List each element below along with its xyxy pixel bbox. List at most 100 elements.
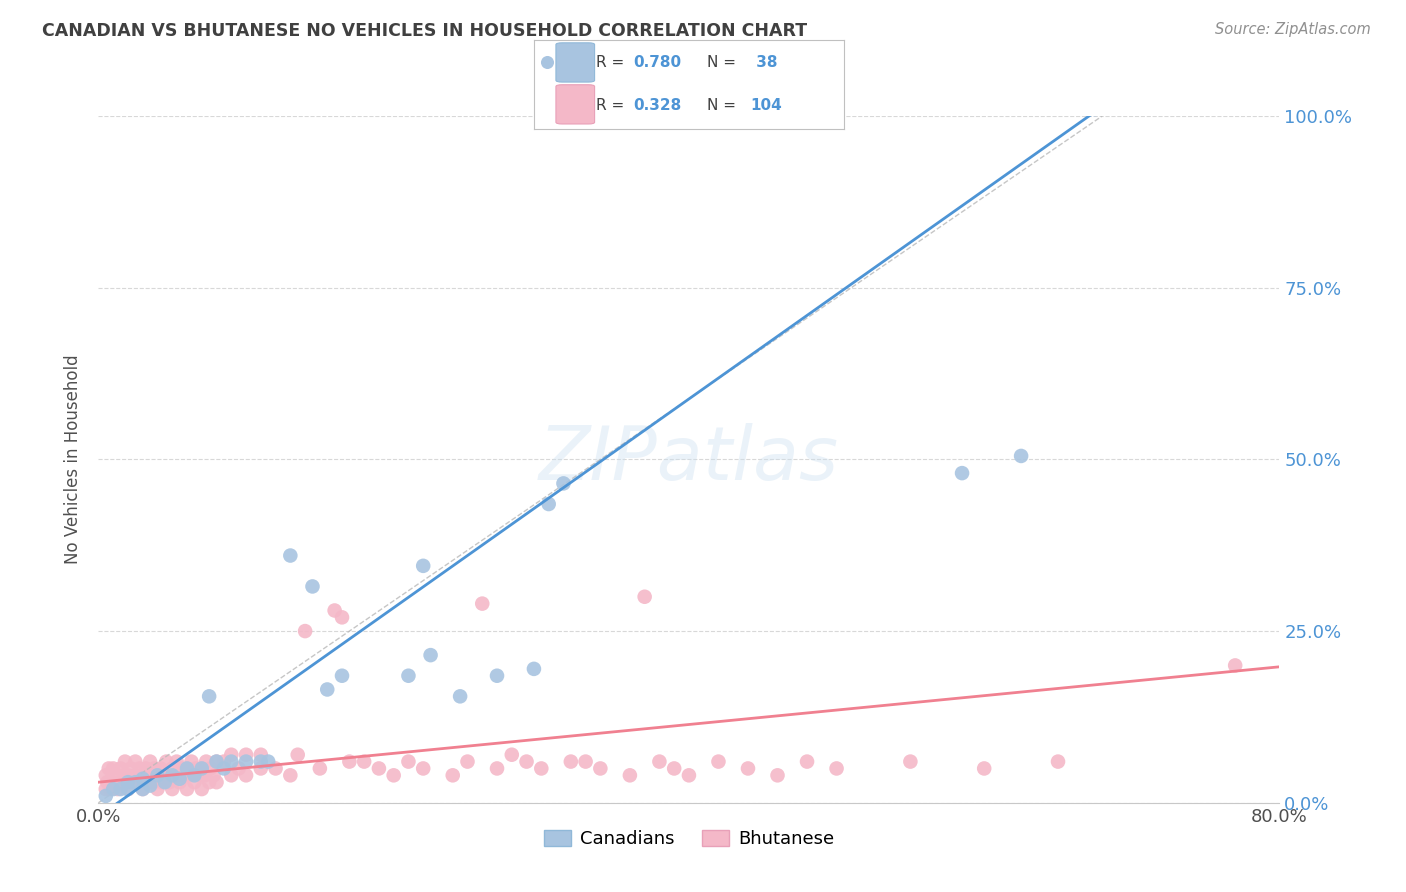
Text: CANADIAN VS BHUTANESE NO VEHICLES IN HOUSEHOLD CORRELATION CHART: CANADIAN VS BHUTANESE NO VEHICLES IN HOU…	[42, 22, 807, 40]
Point	[412, 558, 434, 573]
Point	[183, 775, 205, 789]
Point	[553, 476, 575, 491]
Point	[184, 762, 207, 776]
Point	[825, 762, 848, 776]
FancyBboxPatch shape	[555, 43, 595, 82]
Point	[737, 762, 759, 776]
Point	[124, 775, 146, 789]
Point	[94, 768, 117, 782]
Point	[382, 768, 405, 782]
Point	[250, 747, 273, 762]
Point	[221, 747, 243, 762]
Point	[235, 747, 257, 762]
Point	[353, 755, 375, 769]
Point	[257, 755, 280, 769]
Point	[419, 648, 441, 662]
Point	[235, 755, 257, 769]
Point	[398, 669, 420, 683]
Point	[205, 775, 228, 789]
Point	[142, 775, 165, 789]
Point	[173, 768, 195, 782]
Point	[195, 755, 218, 769]
Point	[162, 782, 183, 797]
Point	[766, 768, 789, 782]
Point	[634, 590, 657, 604]
Point	[146, 768, 169, 782]
Point	[121, 775, 143, 789]
Point	[117, 782, 139, 797]
Point	[309, 762, 332, 776]
Point	[280, 549, 302, 563]
Point	[294, 624, 316, 639]
Point	[205, 755, 228, 769]
Point	[169, 772, 191, 786]
Point	[139, 768, 162, 782]
Point	[205, 755, 228, 769]
Point	[153, 775, 176, 789]
Point	[457, 755, 479, 769]
Point	[107, 782, 129, 797]
Point	[235, 768, 257, 782]
Point	[127, 775, 149, 789]
Point	[132, 768, 155, 782]
Text: N =: N =	[707, 55, 737, 70]
Point	[323, 603, 346, 617]
Point	[103, 762, 125, 776]
Point	[194, 768, 217, 782]
Point	[146, 782, 169, 797]
Text: 0.328: 0.328	[633, 98, 682, 112]
Point	[1225, 658, 1247, 673]
Point	[530, 762, 553, 776]
Point	[191, 782, 214, 797]
Text: N =: N =	[707, 98, 737, 112]
Point	[471, 597, 494, 611]
Point	[523, 662, 546, 676]
Point	[1010, 449, 1032, 463]
Point	[180, 755, 202, 769]
Point	[516, 755, 538, 769]
Point	[339, 755, 361, 769]
Point	[117, 782, 139, 797]
Point	[664, 762, 686, 776]
Point	[105, 768, 128, 782]
Point	[124, 768, 146, 782]
Text: ZIPatlas: ZIPatlas	[538, 424, 839, 495]
Point	[117, 775, 139, 789]
Point	[486, 762, 509, 776]
Point	[560, 755, 582, 769]
Point	[575, 755, 598, 769]
Point	[678, 768, 700, 782]
Point	[264, 762, 287, 776]
Point	[132, 772, 155, 786]
Point	[132, 782, 155, 797]
Text: 104: 104	[751, 98, 783, 112]
Point	[398, 755, 420, 769]
Point	[179, 768, 201, 782]
Point	[114, 755, 136, 769]
Point	[973, 762, 995, 776]
Point	[166, 755, 188, 769]
Point	[94, 789, 117, 803]
Point	[96, 775, 118, 789]
Point	[950, 466, 973, 480]
Text: Source: ZipAtlas.com: Source: ZipAtlas.com	[1215, 22, 1371, 37]
Point	[1084, 102, 1107, 116]
Point	[228, 762, 250, 776]
Point	[221, 755, 243, 769]
Point	[330, 669, 353, 683]
Point	[139, 755, 162, 769]
Point	[250, 762, 273, 776]
Point	[135, 762, 157, 776]
Point	[110, 775, 132, 789]
Point	[250, 755, 273, 769]
Point	[112, 768, 135, 782]
Point	[110, 762, 132, 776]
Point	[150, 775, 173, 789]
Point	[212, 755, 235, 769]
Point	[212, 762, 235, 776]
Point	[301, 579, 323, 593]
Point	[128, 762, 150, 776]
Text: 0.780: 0.780	[633, 55, 682, 70]
Point	[103, 782, 125, 797]
Point	[155, 755, 177, 769]
